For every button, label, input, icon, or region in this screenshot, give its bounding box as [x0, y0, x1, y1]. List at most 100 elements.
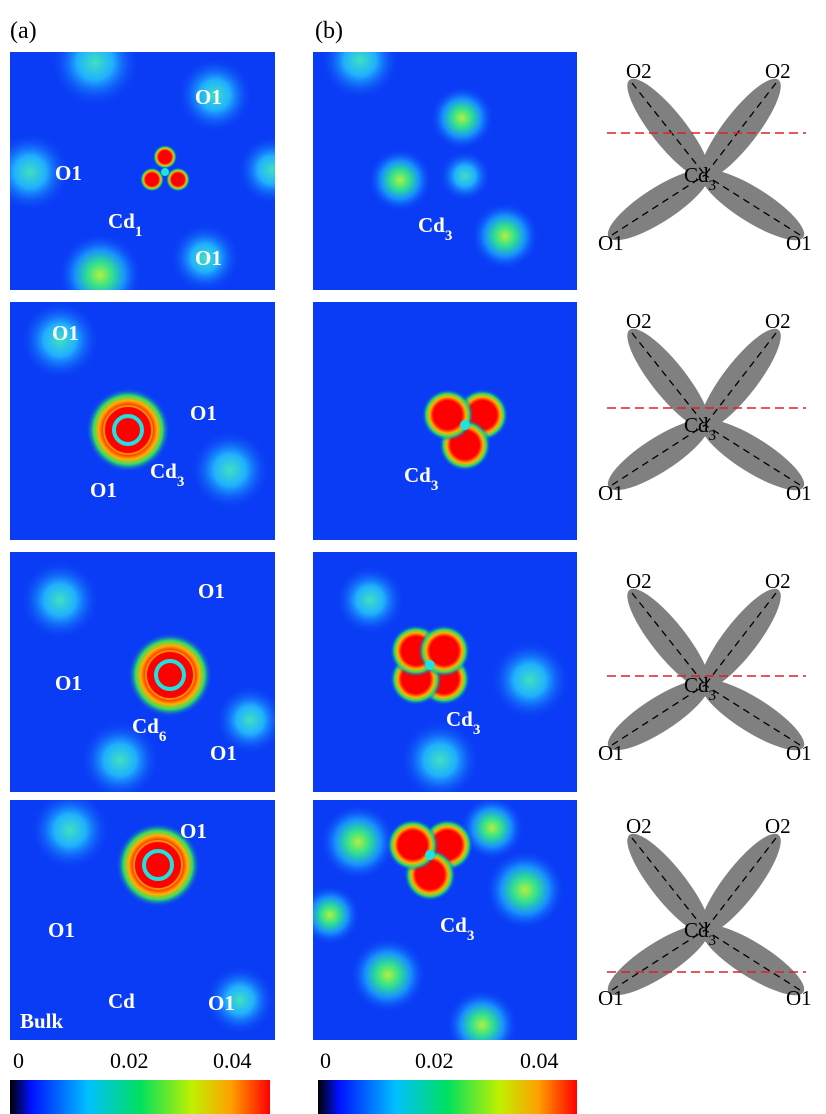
- atom-label: O1: [210, 741, 237, 765]
- atom-label: O2: [626, 59, 652, 83]
- atom-subscript: 3: [709, 933, 717, 949]
- density-blob: [50, 17, 140, 107]
- density-blob: [320, 804, 396, 880]
- density-lobe: [387, 819, 439, 871]
- density-blob: [20, 560, 100, 640]
- atom-label: O1: [180, 819, 207, 843]
- atom-label: O1: [48, 918, 75, 942]
- bulk-label: Bulk: [20, 1009, 64, 1033]
- atom-subscript: 6: [159, 729, 167, 745]
- density-blob: [190, 430, 270, 510]
- density-blob: [335, 565, 405, 635]
- density-blob: [237, 135, 307, 205]
- density-blob: [400, 720, 480, 800]
- atom-name: Cd: [418, 213, 445, 237]
- density-core: [460, 420, 470, 430]
- atom-name: Cd: [108, 209, 135, 233]
- atom-subscript: 3: [709, 428, 717, 444]
- density-core: [163, 668, 177, 682]
- density-blob: [30, 790, 110, 870]
- density-core: [425, 660, 435, 670]
- map-b: [300, 796, 577, 1061]
- atom-subscript: 3: [709, 688, 717, 704]
- atom-label: O2: [765, 569, 791, 593]
- atom-name: Cd: [684, 673, 709, 697]
- density-blob: [471, 202, 539, 270]
- atom-label: O2: [765, 309, 791, 333]
- density-blob: [446, 989, 518, 1061]
- density-blob: [300, 885, 360, 945]
- density-core: [425, 850, 435, 860]
- map-a: [10, 790, 275, 1040]
- column-label: (a): [10, 18, 37, 44]
- colorbar: [10, 1080, 270, 1114]
- map-a: [0, 17, 307, 317]
- density-blob: [350, 937, 426, 1013]
- atom-label: O1: [195, 85, 222, 109]
- atom-label: O1: [190, 401, 217, 425]
- density-lobe: [166, 168, 190, 192]
- density-lobe: [153, 145, 177, 169]
- atom-label: O1: [208, 991, 235, 1015]
- atom-name: Cd: [150, 459, 177, 483]
- atom-label: O2: [765, 814, 791, 838]
- map-a: [10, 552, 285, 800]
- atom-label: O1: [598, 986, 624, 1010]
- atom-label: O2: [626, 569, 652, 593]
- density-core: [121, 423, 135, 437]
- atom-subscript: 3: [431, 478, 439, 494]
- atom-subscript: 3: [467, 928, 475, 944]
- map-b: [313, 20, 577, 290]
- atom-label: O1: [598, 231, 624, 255]
- atom-name: Cd: [132, 714, 159, 738]
- column-label: (b): [315, 18, 343, 44]
- map-b: [313, 302, 577, 540]
- density-blob: [439, 150, 491, 202]
- density-blob: [485, 850, 565, 930]
- atom-label: O2: [626, 309, 652, 333]
- atom-label: O1: [598, 481, 624, 505]
- colorbar-tick-label: 0: [13, 1048, 24, 1073]
- density-lobe: [418, 625, 470, 677]
- atom-subscript: 3: [177, 474, 185, 490]
- colorbar-tick-label: 0.04: [213, 1048, 252, 1073]
- density-blob: [430, 86, 494, 150]
- atom-label: O2: [626, 814, 652, 838]
- atom-label: Cd: [108, 989, 135, 1013]
- atom-subscript: 3: [709, 178, 717, 194]
- density-blob: [368, 148, 432, 212]
- atom-label: O1: [598, 741, 624, 765]
- atom-name: Cd: [446, 707, 473, 731]
- atom-label: O1: [786, 481, 812, 505]
- atom-label: O1: [786, 986, 812, 1010]
- atom-subscript: 1: [135, 224, 143, 240]
- map-b: [313, 552, 577, 800]
- density-lobe: [422, 389, 474, 441]
- atom-name: Cd: [684, 163, 709, 187]
- atom-label: O1: [786, 741, 812, 765]
- atom-label: O1: [198, 579, 225, 603]
- atom-label: O1: [55, 671, 82, 695]
- colorbar-tick-label: 0.02: [415, 1048, 454, 1073]
- atom-name: Cd: [684, 918, 709, 942]
- map-a: [10, 300, 275, 540]
- density-lobe: [140, 168, 164, 192]
- atom-label: O1: [786, 231, 812, 255]
- colorbar: [318, 1080, 577, 1114]
- atom-name: Cd: [440, 913, 467, 937]
- atom-label: O1: [90, 478, 117, 502]
- figure: (a) (b) O1O1O1Cd1Cd3O2O2O1O1Cd3O1O1O1Cd3…: [0, 0, 826, 1114]
- density-blob: [490, 640, 570, 720]
- density-core: [151, 858, 165, 872]
- colorbar-tick-label: 0.02: [110, 1048, 149, 1073]
- atom-subscript: 3: [445, 228, 453, 244]
- atom-name: Cd: [404, 463, 431, 487]
- atom-label: O2: [765, 59, 791, 83]
- colorbar-tick-label: 0: [320, 1048, 331, 1073]
- atom-label: O1: [52, 321, 79, 345]
- maps: [0, 17, 577, 1061]
- atom-subscript: 3: [473, 722, 481, 738]
- atom-label: O1: [195, 246, 222, 270]
- atom-label: O1: [55, 161, 82, 185]
- colorbar-tick-label: 0.04: [520, 1048, 559, 1073]
